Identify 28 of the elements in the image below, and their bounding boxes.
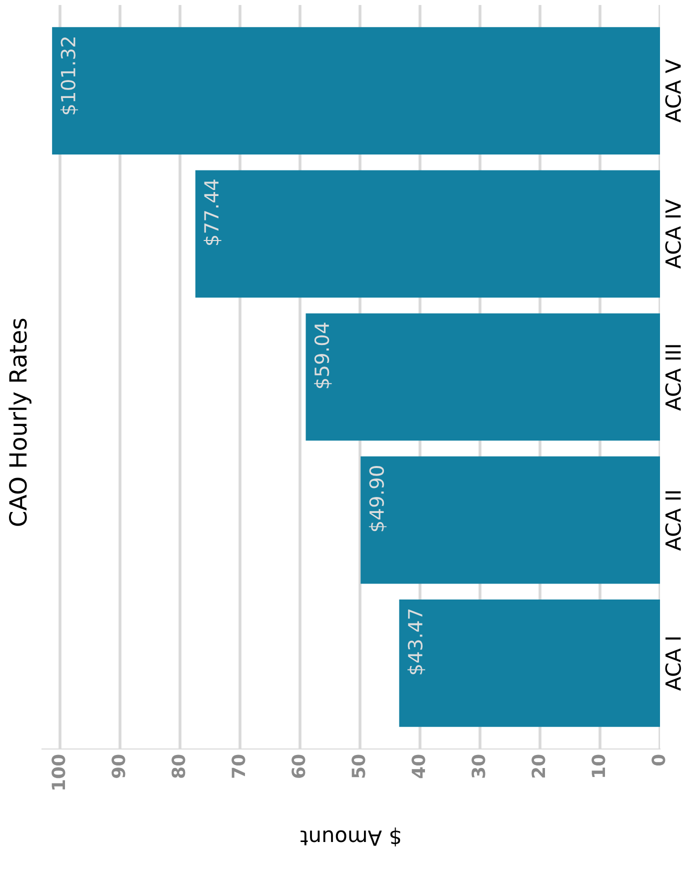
x-tick-label: 80 [172,754,186,778]
x-tick-label: 0 [652,754,666,766]
bar [360,456,660,584]
data-label: $59.04 [314,322,332,388]
data-label: $101.32 [60,37,78,114]
y-tick-label: ACA I [665,637,681,691]
x-tick-label: 70 [232,754,246,778]
x-axis-title: $ Amount [300,828,400,846]
data-label: $43.47 [408,609,426,674]
bar [306,313,660,441]
bar [195,170,660,298]
bar [399,599,660,727]
x-tick-label: 10 [592,754,606,777]
text: CAO Hourly Rates [8,318,32,526]
x-tick-label: 50 [352,754,366,778]
x-tick-label: 30 [472,754,486,778]
x-tick-label: 40 [412,754,426,778]
x-tick-label: 90 [112,754,126,778]
y-tick-label: ACA IV [665,199,681,269]
x-tick-label: 20 [532,754,546,778]
bar [52,27,660,155]
x-tick-label: 100 [52,754,66,790]
y-tick-label: ACA II [665,491,681,551]
x-tick-label: 60 [292,754,306,778]
y-tick-label: ACA V [665,59,681,122]
y-tick-label: ACA III [665,345,681,411]
data-label: $77.44 [204,180,222,246]
data-label: $49.90 [368,466,387,532]
